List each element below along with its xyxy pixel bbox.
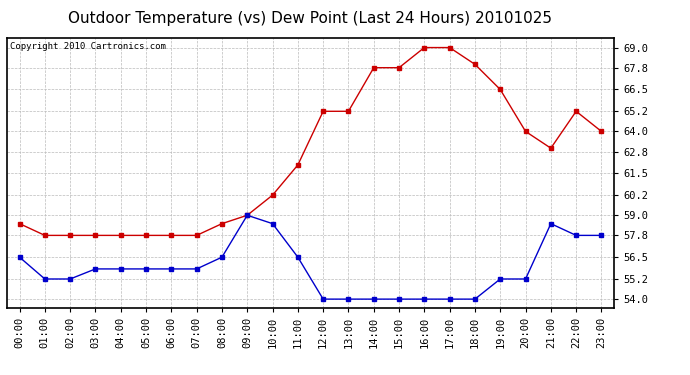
Text: Copyright 2010 Cartronics.com: Copyright 2010 Cartronics.com [10, 42, 166, 51]
Text: Outdoor Temperature (vs) Dew Point (Last 24 Hours) 20101025: Outdoor Temperature (vs) Dew Point (Last… [68, 11, 553, 26]
